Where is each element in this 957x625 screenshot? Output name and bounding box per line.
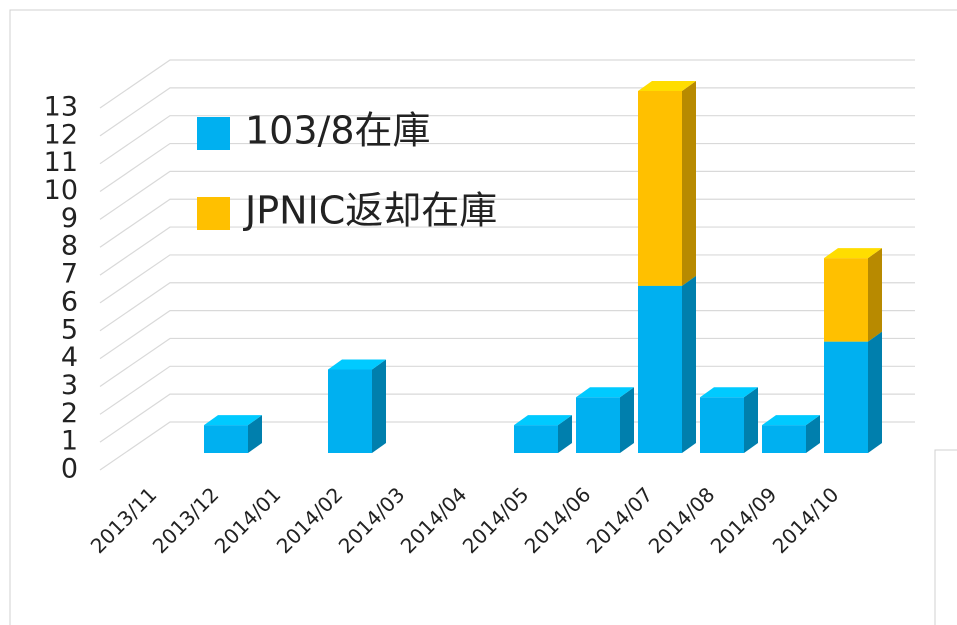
bar-face [868, 248, 882, 342]
bar-face [824, 341, 868, 453]
bar-face [806, 415, 820, 453]
x-tick-label: 2014/07 [582, 482, 658, 558]
y-tick-label: 3 [61, 370, 78, 401]
bar-segment [824, 331, 882, 453]
grid-line [99, 282, 915, 332]
bar-face [620, 387, 634, 453]
grid-line [99, 254, 915, 304]
bar-face [638, 91, 682, 286]
x-tick-label: 2014/08 [644, 482, 720, 558]
legend-label: 103/8在庫 [245, 109, 431, 153]
x-tick-label: 2014/09 [706, 482, 782, 558]
x-tick-label: 2014/02 [272, 482, 348, 558]
y-tick-label: 0 [61, 454, 78, 485]
bar-face [372, 359, 386, 453]
y-tick-label: 6 [61, 286, 78, 317]
bar-segment [762, 415, 820, 453]
bar-face [638, 285, 682, 453]
bar-face [248, 415, 262, 453]
bar-segment [328, 359, 386, 453]
y-tick-label: 13 [44, 92, 78, 123]
frame-box [934, 449, 957, 625]
legend-label: JPNIC返却在庫 [243, 189, 497, 233]
x-tick-label: 2014/04 [396, 482, 472, 558]
bar-face [576, 387, 634, 398]
bar-segment [638, 81, 696, 286]
x-tick-label: 2014/06 [520, 482, 596, 558]
y-tick-label: 11 [44, 147, 78, 178]
bar-face [514, 415, 572, 426]
bar-segment [204, 415, 262, 453]
bar-segment [638, 275, 696, 453]
bar-segment [514, 415, 572, 453]
legend-swatch [197, 117, 230, 150]
y-tick-label: 8 [61, 231, 78, 262]
bar-face [700, 387, 758, 398]
y-tick-label: 1 [61, 426, 78, 457]
x-tick-label: 2014/01 [210, 482, 286, 558]
x-tick-label: 2014/05 [458, 482, 534, 558]
grid-line [99, 59, 915, 109]
bar-face [328, 359, 386, 370]
grid-line [99, 337, 915, 387]
y-tick-label: 9 [61, 203, 78, 234]
y-tick-label: 2 [61, 398, 78, 429]
grid-line [99, 365, 915, 415]
bar-face [576, 397, 620, 453]
bar-segment [576, 387, 634, 453]
bar-face [824, 248, 882, 259]
bar-face [762, 415, 820, 426]
bar-face [762, 425, 806, 453]
bar-face [204, 425, 248, 453]
y-tick-label: 12 [44, 119, 78, 150]
bar-face [558, 415, 572, 453]
grid-line [99, 310, 915, 360]
bar-face [204, 415, 262, 426]
bar-segment [824, 248, 882, 342]
y-tick-label: 7 [61, 259, 78, 290]
y-tick-label: 10 [44, 175, 78, 206]
bar-face [638, 81, 696, 91]
x-tick-label: 2013/12 [148, 482, 224, 558]
bar-face [700, 397, 744, 453]
bar-face [328, 369, 372, 453]
bar-face [682, 81, 696, 286]
y-tick-label: 4 [61, 342, 78, 373]
grid-line [99, 226, 915, 276]
y-tick-label: 5 [61, 314, 78, 345]
bar-face [744, 387, 758, 453]
grid-line [99, 142, 915, 193]
x-tick-label: 2014/03 [334, 482, 410, 558]
bar-face [824, 258, 868, 342]
x-tick-label: 2014/10 [768, 482, 844, 558]
bar-segment [700, 387, 758, 453]
x-tick-label: 2013/11 [86, 482, 162, 558]
bar-face [682, 275, 696, 453]
bar-face [514, 425, 558, 453]
bar-face [868, 331, 882, 453]
frame [9, 9, 957, 625]
legend-swatch [197, 197, 230, 230]
